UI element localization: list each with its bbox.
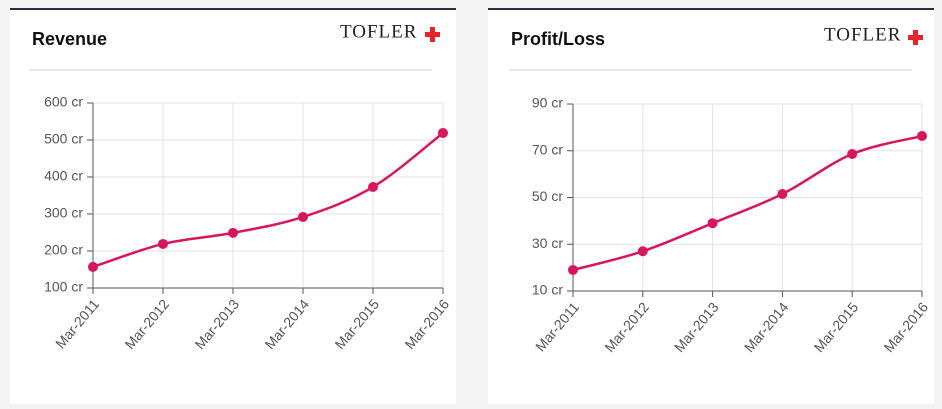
y-tick-label: 100 cr (44, 279, 83, 295)
chart-title: Revenue (32, 29, 107, 49)
brand-logo: TOFLER (824, 24, 901, 45)
point (777, 188, 788, 199)
point (158, 238, 168, 249)
y-tick-label: 70 cr (532, 141, 563, 157)
y-tick-label: 300 cr (44, 205, 83, 221)
logo-plus (425, 27, 440, 42)
point (847, 149, 858, 160)
point (568, 264, 578, 275)
logo-plus (908, 30, 923, 45)
point (917, 131, 927, 142)
y-tick-label: 10 cr (532, 282, 563, 298)
y-tick-label: 500 cr (44, 131, 83, 147)
point (438, 127, 448, 138)
line (572, 134, 923, 272)
point (368, 181, 378, 192)
card (488, 8, 934, 404)
chart-title: Profit/Loss (511, 29, 605, 49)
y-tick-label: 30 cr (532, 235, 563, 251)
y-tick-label: 90 cr (532, 95, 563, 111)
y-tick-label: 50 cr (532, 188, 563, 204)
y-tick-label: 400 cr (44, 168, 83, 184)
line (92, 131, 444, 269)
point (298, 211, 308, 222)
point (88, 261, 98, 272)
point (228, 227, 238, 238)
y-tick-label: 200 cr (44, 242, 83, 258)
point (637, 246, 648, 257)
point (707, 218, 718, 229)
y-tick-label: 600 cr (44, 94, 83, 110)
brand-logo: TOFLER (340, 21, 417, 42)
